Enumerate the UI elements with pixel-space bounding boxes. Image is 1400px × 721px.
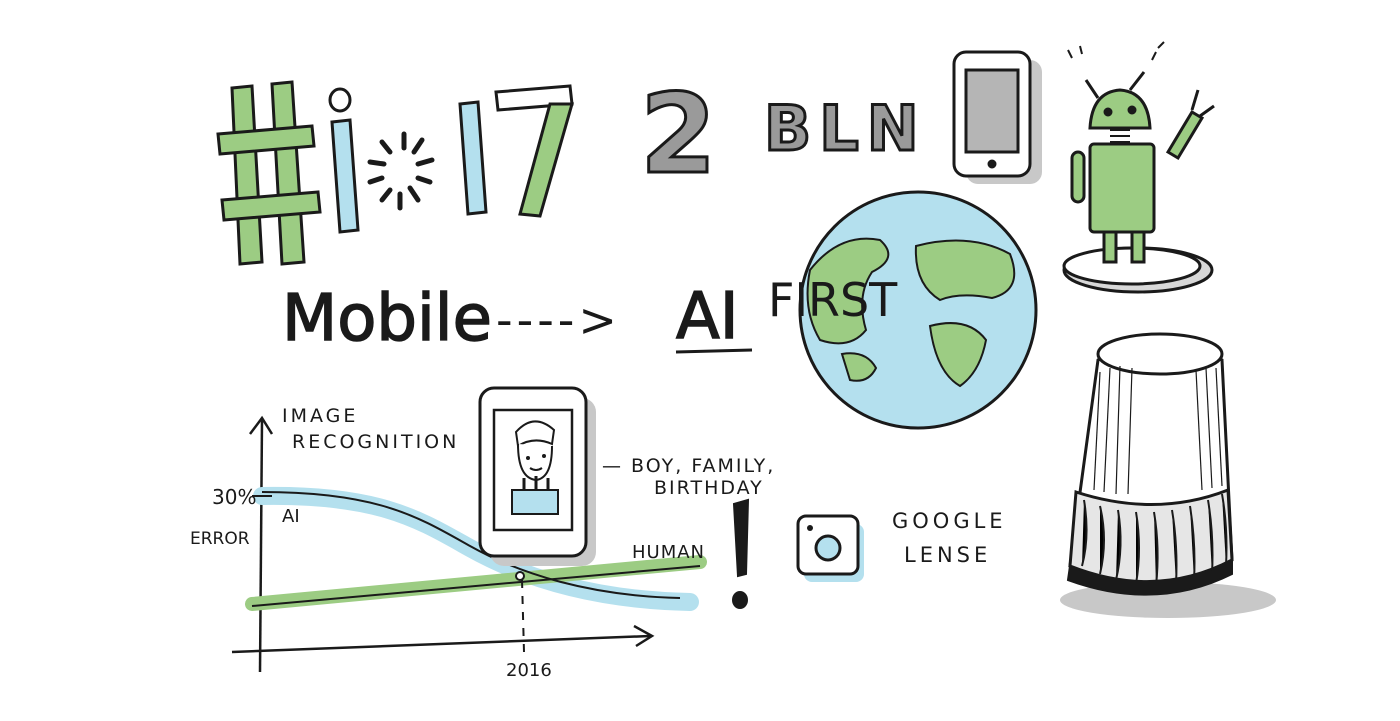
strategy-arrow: ----> [496, 293, 621, 347]
x-axis-arrow [633, 624, 655, 648]
recognition-phone-icon [478, 386, 596, 566]
phone-icon [952, 50, 1042, 184]
lens-label-line1: GOOGLE [892, 509, 1007, 533]
google-home-icon [1060, 332, 1276, 618]
strategy-from: Mobile [282, 282, 492, 356]
lens-label-line2: LENSE [904, 543, 991, 567]
recognition-caption-line1: — BOY, FAMILY, [602, 455, 775, 477]
seven-glyph [494, 84, 574, 218]
crossover-dropline [521, 579, 525, 653]
hashtag: # [150, 39, 151, 41]
recognition-caption-line2: BIRTHDAY [654, 477, 764, 499]
exclamation-mark [732, 498, 750, 609]
strategy-ai: AI [676, 280, 739, 354]
graph-title-line2: RECOGNITION [292, 431, 459, 453]
crossover-point [515, 571, 525, 581]
ai-curve [261, 491, 681, 599]
android-robot-icon [1062, 41, 1215, 294]
exclamation-text: ! [150, 39, 151, 41]
graph-title-line1: IMAGE [282, 405, 358, 427]
globe-icon [798, 190, 1038, 430]
o-glyph [367, 131, 435, 211]
y-axis [258, 419, 264, 673]
ai-series-label: AI [282, 506, 300, 527]
human-line [251, 565, 701, 607]
x-axis [231, 634, 651, 654]
ai-curve-highlight [253, 486, 699, 611]
y-axis-label: ERROR [190, 529, 250, 549]
users-unit: BLN [764, 92, 927, 165]
letter-i: i [150, 39, 151, 41]
y-tick-label: 30% [212, 485, 256, 509]
users-stat: 2 BLN [639, 69, 927, 200]
hashtag-glyph [216, 80, 322, 266]
strategy-first: FIRST [768, 273, 898, 327]
human-line-highlight [245, 555, 707, 611]
one-glyph [458, 100, 488, 216]
y-axis-arrow [249, 415, 274, 435]
io17-heading: # 17 i [150, 39, 574, 266]
camera-icon [796, 514, 864, 582]
x-tick-label: 2016 [506, 660, 552, 681]
ai-underline [675, 348, 753, 354]
number-17: 17 [150, 39, 152, 41]
error-graph: IMAGE RECOGNITION 30% ERROR AI HUMAN 201… [190, 405, 707, 681]
users-count: 2 [640, 70, 717, 198]
strategy-line: Mobile ----> AI [281, 279, 753, 357]
i-glyph [328, 87, 360, 234]
human-series-label: HUMAN [632, 542, 705, 563]
